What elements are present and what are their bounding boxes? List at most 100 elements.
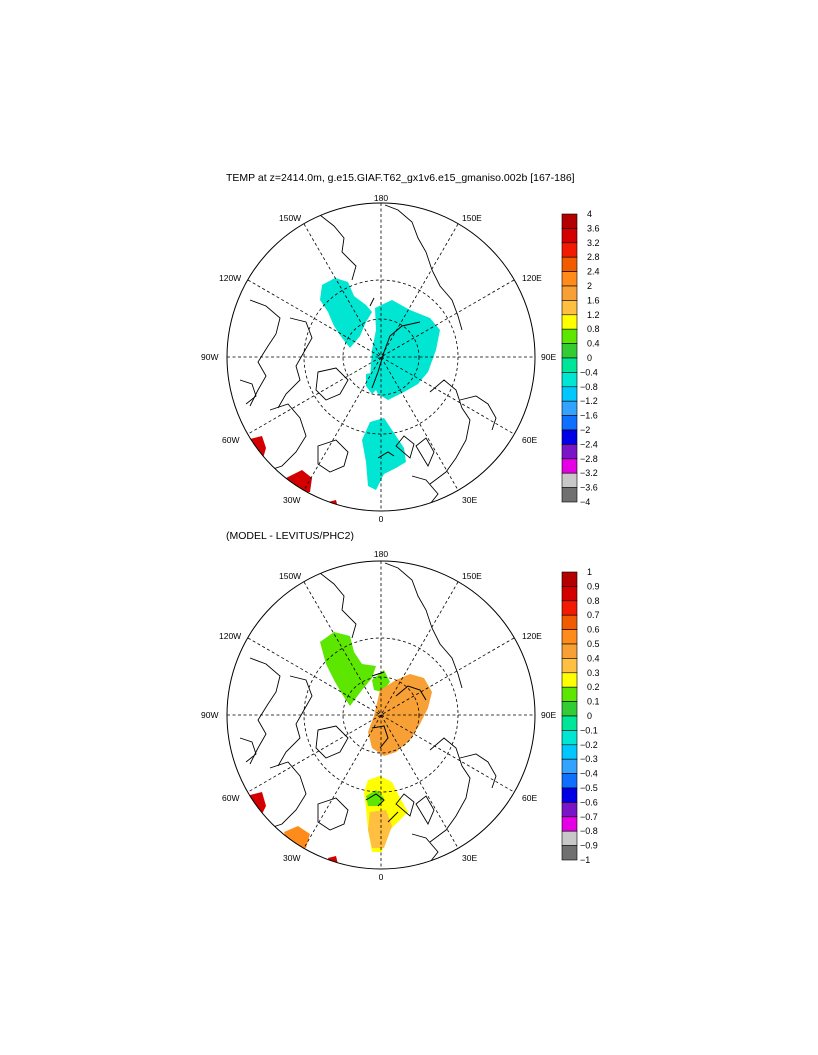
lon-label: 120E [522, 273, 542, 283]
colorbar-swatch [561, 472, 578, 488]
colorbar-label: −0.6 [580, 797, 598, 807]
colorbar-label: −0.5 [580, 783, 598, 793]
lon-label: 30W [283, 495, 300, 505]
colorbar-swatch [561, 830, 578, 846]
colorbar-label: −0.8 [580, 826, 598, 836]
colorbar-label: 1 [587, 567, 592, 577]
field-region [320, 278, 372, 348]
colorbar-swatch [561, 845, 578, 861]
colorbar-swatch [561, 600, 578, 616]
lon-label: 60W [222, 793, 239, 803]
graticule [227, 561, 535, 869]
colorbar-label: 1.2 [587, 310, 600, 320]
colorbar-swatch [561, 571, 578, 587]
colorbar-label: −0.4 [580, 769, 598, 779]
colorbar-swatch [561, 386, 578, 402]
colorbar-label: 0.1 [587, 697, 600, 707]
colorbar-label: −1.2 [580, 396, 598, 406]
colorbar-label: 0.4 [587, 339, 600, 349]
colorbar-swatch [561, 802, 578, 818]
lon-label: 150W [279, 213, 301, 223]
colorbar-label: 3.6 [587, 223, 600, 233]
colorbar-label: −0.9 [580, 841, 598, 851]
colorbar-swatch [561, 444, 578, 460]
colorbar-label: 0.2 [587, 682, 600, 692]
lon-label: 150W [279, 571, 301, 581]
colorbar-swatch [561, 343, 578, 359]
colorbar-swatch [561, 458, 578, 474]
colorbar-label: 2.8 [587, 252, 600, 262]
panel-2-title: (MODEL - LEVITUS/PHC2) [226, 530, 354, 542]
field-region [246, 436, 266, 462]
colorbar-label: 0.3 [587, 668, 600, 678]
colorbar-swatch [561, 487, 578, 503]
colorbar-swatch [561, 314, 578, 330]
colorbar-swatch [561, 256, 578, 272]
graticule [227, 203, 535, 511]
colorbar-swatch [561, 701, 578, 717]
map-boundary [226, 560, 536, 870]
colorbar-swatch [561, 213, 578, 229]
colorbar-swatch [561, 758, 578, 774]
colorbar-label: −0.3 [580, 754, 598, 764]
colorbar-1: 4 3.6 3.2 2.8 2.4 2 1.6 1.2 0.8 0.4 0 −0.4 −0.8 −1.2 −… [561, 209, 600, 507]
lon-label: 180 [374, 193, 388, 203]
colorbar-label: 0 [587, 711, 592, 721]
colorbar-label: 2 [587, 281, 592, 291]
panel-2-fields [239, 562, 497, 866]
colorbar-swatch [561, 643, 578, 659]
field-region [372, 670, 390, 692]
colorbar-swatch [561, 629, 578, 645]
colorbar-swatch [561, 658, 578, 674]
colorbar-swatch [561, 328, 578, 344]
colorbar-label: −1 [580, 855, 590, 865]
colorbar-label: 0.7 [587, 610, 600, 620]
colorbar-swatch [561, 300, 578, 316]
colorbar-swatch [561, 228, 578, 244]
lon-label: 150E [462, 571, 482, 581]
colorbar-swatch [561, 672, 578, 688]
colorbar-swatch [561, 730, 578, 746]
lon-label: 30E [462, 495, 477, 505]
lon-label: 120W [219, 631, 241, 641]
colorbar-label: −1.6 [580, 411, 598, 421]
lon-label: 150E [462, 213, 482, 223]
colorbar-label: −2.4 [580, 439, 598, 449]
lon-label: 60E [522, 435, 537, 445]
field-region [366, 790, 384, 806]
colorbar-label: −3.2 [580, 468, 598, 478]
colorbar-label: 4 [587, 209, 592, 219]
lon-label: 0 [379, 514, 384, 524]
coastlines [239, 204, 497, 505]
map-boundary [226, 202, 536, 512]
colorbar-swatch [561, 429, 578, 445]
colorbar-label: −2.8 [580, 454, 598, 464]
lon-label: 30E [462, 853, 477, 863]
colorbar-label: −4 [580, 497, 590, 507]
colorbar-label: 0.5 [587, 639, 600, 649]
colorbar-swatch [561, 787, 578, 803]
colorbar-label: 0.6 [587, 625, 600, 635]
colorbar-label: −3.6 [580, 483, 598, 493]
panel-1-map: 180 0 90W 90E 150W 120W 150E 120E 60W 30… [201, 193, 600, 524]
panel-1-title: TEMP at z=2414.0m, g.e15.GIAF.T62_gx1v6.… [226, 172, 575, 184]
colorbar-swatch [561, 271, 578, 287]
colorbar-label: −0.8 [580, 382, 598, 392]
colorbar-swatch [561, 400, 578, 416]
lon-label: 120W [219, 273, 241, 283]
colorbar-swatch [561, 586, 578, 602]
colorbar-swatch [561, 773, 578, 789]
panel-2-map: 180 0 90W 90E 150W 120W 150E 120E 60W 30… [201, 549, 600, 882]
lon-label: 120E [522, 631, 542, 641]
field-region [328, 500, 338, 510]
colorbar-label: 3.2 [587, 238, 600, 248]
field-region [370, 300, 440, 400]
colorbar-label: 0.9 [587, 581, 600, 591]
colorbar-label: 0.4 [587, 653, 600, 663]
colorbar-label: −2 [580, 425, 590, 435]
lon-label: 60E [522, 793, 537, 803]
colorbar-swatch [561, 242, 578, 258]
colorbar-label: 0.8 [587, 324, 600, 334]
lon-label: 0 [379, 872, 384, 882]
